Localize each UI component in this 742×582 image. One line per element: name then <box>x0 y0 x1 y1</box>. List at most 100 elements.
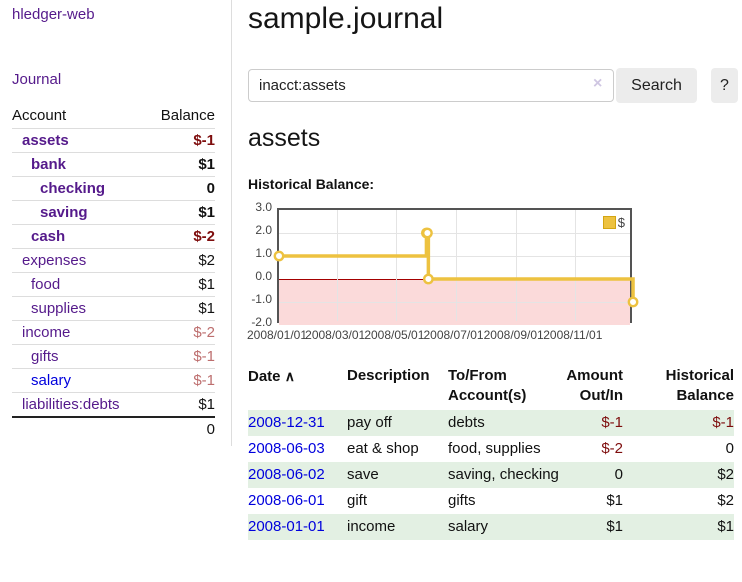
historical-balance-chart: $ 2008/01/01 2008/03/01 2008/05/01 2008/07/… <box>240 200 742 344</box>
account-row: cash $-2 <box>12 224 215 249</box>
register-header-date[interactable]: Date ∧ <box>248 368 295 385</box>
account-row: food $1 <box>12 272 215 297</box>
gridline <box>337 210 338 321</box>
register-date-cell: 2008-06-03 <box>248 436 347 462</box>
transaction-date-link[interactable]: 2008-06-03 <box>248 440 325 457</box>
account-heading: assets <box>248 124 321 152</box>
transaction-date-link[interactable]: 2008-06-02 <box>248 466 325 483</box>
register-balance-cell: $2 <box>637 462 734 488</box>
account-row: income $-2 <box>12 320 215 345</box>
chart-legend: $ <box>600 214 627 231</box>
account-row: expenses $2 <box>12 248 215 273</box>
sidebar-account-link[interactable]: checking <box>40 180 106 197</box>
register-date-cell: 2008-06-02 <box>248 462 347 488</box>
y-axis-tick-label: 1.0 <box>255 246 272 260</box>
register-date-cell: 2008-12-31 <box>248 410 347 436</box>
register-accounts-cell: saving, checking <box>448 462 560 488</box>
sidebar-account-link[interactable]: gifts <box>31 348 59 365</box>
register-header-accounts: To/From Account(s) <box>448 367 527 404</box>
register-amount-cell: $1 <box>606 492 623 509</box>
sidebar-account-link[interactable]: cash <box>31 228 66 245</box>
account-balance: $1 <box>146 200 215 225</box>
register-row: 2008-06-03 eat & shop food, supplies $-2 0 <box>248 436 734 462</box>
sort-ascending-icon: ∧ <box>284 368 295 384</box>
account-balance: $2 <box>146 248 215 273</box>
register-date-cell: 2008-06-01 <box>248 488 347 514</box>
gridline <box>575 210 576 321</box>
help-button[interactable]: ? <box>711 68 738 103</box>
register-row: 2008-12-31 pay off debts $-1 $-1 <box>248 410 734 436</box>
accounts-total-row: 0 <box>12 416 215 441</box>
account-row: gifts $-1 <box>12 344 215 369</box>
gridline <box>279 256 630 257</box>
register-accounts-cell: gifts <box>448 492 476 509</box>
accounts-table: Account Balance assets $-1 bank $1 checking 0… <box>12 104 215 441</box>
register-accounts-cell: debts <box>448 410 560 436</box>
sidebar-account-link[interactable]: supplies <box>31 300 87 317</box>
legend-swatch-icon <box>602 216 616 229</box>
register-balance-cell: $1 <box>637 514 734 540</box>
account-balance: $-2 <box>146 320 215 345</box>
account-balance: $-1 <box>146 128 215 153</box>
gridline <box>516 210 517 321</box>
legend-label: $ <box>617 215 625 230</box>
account-balance: 0 <box>146 176 215 201</box>
transaction-date-link[interactable]: 2008-12-31 <box>248 414 325 431</box>
account-row: checking 0 <box>12 176 215 201</box>
register-balance-cell: 0 <box>725 440 734 457</box>
chart-plot-area: $ <box>273 208 639 325</box>
search-input[interactable] <box>248 69 614 102</box>
register-accounts-cell: salary <box>448 514 560 540</box>
register-header-balance: Historical Balance <box>665 367 734 404</box>
accounts-header-account: Account <box>12 107 67 124</box>
account-balance: $1 <box>146 296 215 321</box>
register-accounts-cell: food, supplies <box>448 440 541 457</box>
register-row: 2008-01-01 income salary $1 $1 <box>248 514 734 540</box>
y-axis-tick-label: -1.0 <box>251 292 272 306</box>
data-point <box>422 227 433 239</box>
register-description-cell: pay off <box>347 410 448 436</box>
gridline <box>279 233 630 234</box>
sidebar-account-link[interactable]: income <box>22 324 71 341</box>
account-row: salary $-1 <box>12 368 215 393</box>
balance-line-series <box>273 227 639 308</box>
register-balance-cell: $2 <box>717 492 734 509</box>
sidebar-account-link[interactable]: assets <box>22 132 69 149</box>
account-row: bank $1 <box>12 152 215 177</box>
register-header-description: Description <box>347 367 430 384</box>
account-balance: $-1 <box>146 344 215 369</box>
accounts-total-value: 0 <box>146 416 215 441</box>
x-axis-tick-label: 2008/01/01 <box>246 328 308 342</box>
sidebar: hledger-web Journal Account Balance asse… <box>0 0 232 446</box>
register-row: 2008-06-01 gift gifts $1 $2 <box>248 488 734 514</box>
register-date-cell: 2008-01-01 <box>248 514 347 540</box>
sidebar-account-link[interactable]: liabilities:debts <box>22 396 120 413</box>
y-axis-tick-label: 2.0 <box>255 223 272 237</box>
register-amount-cell: $-2 <box>601 440 623 457</box>
transaction-date-link[interactable]: 2008-01-01 <box>248 518 325 535</box>
x-axis-tick-label: 2008/03/01 <box>305 328 366 342</box>
register-description-cell: gift <box>347 492 368 509</box>
search-button[interactable]: Search <box>616 68 697 103</box>
y-axis-tick-label: 0.0 <box>255 269 272 283</box>
sidebar-account-link[interactable]: expenses <box>22 252 87 269</box>
nav-journal-link[interactable]: Journal <box>12 71 62 88</box>
sidebar-account-link[interactable]: bank <box>31 156 67 173</box>
register-amount-cell: $1 <box>560 514 637 540</box>
sidebar-account-link[interactable]: food <box>31 276 61 293</box>
register-description-cell: income <box>347 514 448 540</box>
y-axis-tick-label: -2.0 <box>251 315 272 329</box>
sidebar-account-link[interactable]: salary <box>31 372 72 389</box>
sidebar-account-link[interactable]: saving <box>40 204 88 221</box>
clear-search-icon[interactable]: × <box>593 75 603 92</box>
y-axis-tick-label: 3.0 <box>255 200 272 214</box>
register-amount-cell: $-1 <box>560 410 637 436</box>
transaction-date-link[interactable]: 2008-06-01 <box>248 492 325 509</box>
account-row: supplies $1 <box>12 296 215 321</box>
register-description-cell: save <box>347 462 448 488</box>
account-row: liabilities:debts $1 <box>12 392 215 417</box>
account-balance: $1 <box>146 272 215 297</box>
gridline <box>396 210 397 321</box>
register-amount-cell: 0 <box>560 462 637 488</box>
brand-link[interactable]: hledger-web <box>12 6 95 23</box>
